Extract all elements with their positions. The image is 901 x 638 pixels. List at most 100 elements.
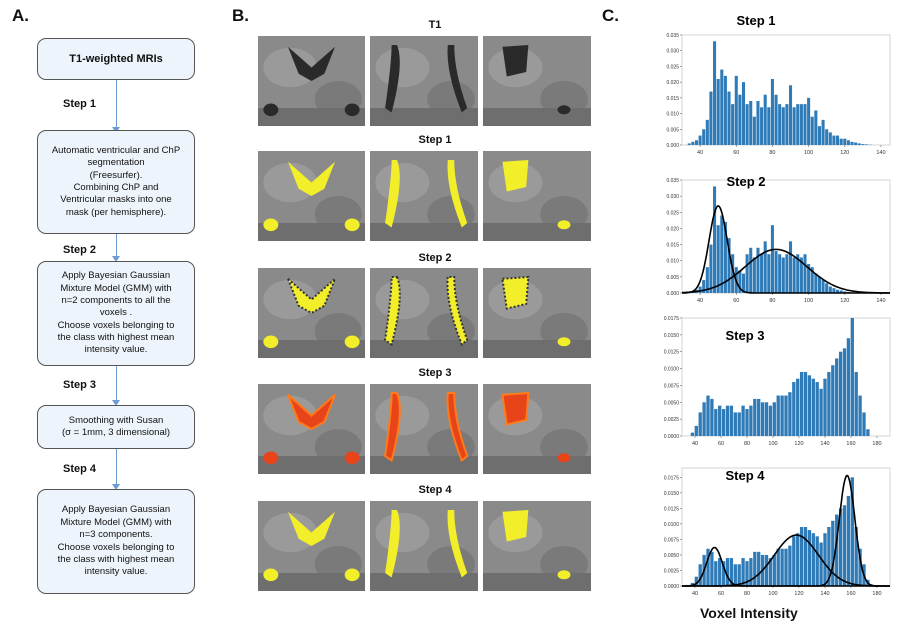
x-tick-label: 180 [872, 441, 881, 447]
x-tick-label: 40 [692, 441, 698, 447]
x-tick-label: 160 [846, 591, 855, 597]
histogram-bar [781, 107, 785, 145]
mri-slice-r4-c2 [483, 501, 591, 591]
histogram-bar [718, 405, 722, 436]
histogram-bar [687, 143, 691, 145]
histogram-bar [725, 405, 730, 436]
histogram-bar [690, 582, 695, 586]
gmm-curve [682, 204, 890, 294]
histogram-bar [770, 225, 774, 293]
y-tick-label: 0.005 [666, 127, 679, 133]
histogram-bar [843, 291, 847, 293]
histogram-bar [836, 289, 840, 293]
y-tick-label: 0.000 [666, 291, 679, 297]
mri-slice-r4-c0 [258, 501, 365, 591]
histogram-bar [727, 238, 731, 293]
histogram-bar [807, 375, 812, 436]
y-tick-label: 0.035 [666, 33, 679, 39]
histogram-bar [850, 141, 854, 145]
y-tick-label: 0.0025 [664, 568, 680, 574]
mri-slice-r2-c2 [483, 268, 591, 358]
histogram-bar [733, 412, 737, 436]
histogram-bar [823, 533, 827, 586]
histogram-4: Step 4 40 60 80 100 120 140 160 180 0.0000 0.0025 0… [664, 467, 891, 597]
y-tick-label: 0.0125 [664, 506, 680, 512]
histogram-bar [866, 429, 870, 436]
histogram-bar [752, 116, 756, 145]
x-tick-label: 60 [718, 441, 724, 447]
histogram-bar [706, 548, 710, 586]
flow-box-step-2: Apply Bayesian Gaussian Mixture Model (G… [37, 261, 195, 366]
histogram-bar [821, 280, 825, 293]
histogram-bar [788, 241, 793, 293]
histogram-bar [842, 505, 847, 586]
histogram-bar [803, 104, 807, 145]
histogram-bar [785, 254, 789, 293]
mri-slice-r2-c0 [258, 268, 365, 358]
histogram-bar [714, 409, 718, 436]
mri-slice-r0-c0 [258, 36, 365, 126]
flow-step-1-label: Step 1 [63, 98, 97, 110]
flow-arrowhead-4 [112, 484, 120, 490]
histogram-bar [819, 388, 823, 436]
histogram-bar [792, 382, 796, 436]
flow-box-input: T1-weighted MRIs [37, 38, 195, 80]
flow-box-step-2-text: Apply Bayesian Gaussian Mixture Model (G… [57, 270, 175, 356]
x-tick-label: 140 [876, 150, 885, 156]
x-tick-label: 60 [718, 591, 724, 597]
histogram-bar [749, 558, 753, 586]
flow-step-2-label: Step 2 [63, 244, 97, 256]
histogram-bar [854, 527, 858, 586]
x-tick-label: 160 [846, 441, 855, 447]
histogram-bar [838, 508, 843, 586]
mri-slice-r1-c1 [370, 151, 478, 241]
histogram-bar [864, 144, 869, 145]
histogram-bar [811, 533, 815, 586]
histogram-bar [799, 257, 803, 293]
panel-c-letter: C. [602, 6, 619, 25]
histogram-bar [836, 135, 840, 145]
x-tick-label: 140 [876, 298, 885, 304]
histogram-bar [745, 104, 749, 145]
histogram-bar [828, 286, 832, 293]
flow-arrow-4 [116, 449, 117, 486]
histogram-bar [832, 135, 836, 145]
histogram-bar [799, 527, 804, 586]
flow-box-input-text: T1-weighted MRIs [69, 52, 163, 65]
y-tick-label: 0.0050 [664, 553, 680, 559]
histogram-bar [763, 94, 767, 145]
histogram-bar [815, 536, 819, 586]
histogram-bar [796, 378, 800, 436]
histogram-bar [718, 558, 722, 586]
panel-b-letter: B. [232, 6, 249, 25]
histogram-bar [846, 140, 850, 145]
histogram-bar [764, 554, 769, 586]
histogram-bar [691, 141, 695, 145]
y-tick-label: 0.015 [666, 96, 679, 102]
histogram-bar [807, 97, 811, 145]
histogram-bar [698, 286, 702, 293]
histogram-bar [817, 276, 821, 293]
histogram-bar [792, 257, 796, 293]
histogram-title: Step 4 [725, 468, 765, 483]
histogram-bar [733, 564, 737, 586]
histogram-bar [788, 392, 792, 436]
mri-row-title-step-2: Step 2 [418, 252, 452, 264]
histogram-bar [796, 104, 800, 145]
flow-arrow-1 [116, 80, 117, 130]
flow-box-step-1: Automatic ventricular and ChP segmentati… [37, 130, 195, 234]
histogram-bar [832, 288, 836, 293]
histogram-bar [738, 270, 742, 293]
histogram-bar [710, 551, 714, 586]
histogram-2: Step 2 40 60 80 100 120 140 0.000 0.005 0.010 0.01… [666, 174, 891, 304]
histogram-bar [835, 514, 839, 586]
histogram-bar [807, 263, 811, 293]
x-tick-label: 120 [840, 150, 849, 156]
histogram-bar [772, 402, 776, 436]
y-tick-label: 0.000 [666, 143, 679, 149]
histogram-bar [698, 412, 702, 436]
histogram-bar [723, 75, 727, 145]
histogram-bar [749, 247, 753, 293]
x-tick-label: 40 [697, 150, 703, 156]
x-tick-label: 120 [794, 591, 803, 597]
